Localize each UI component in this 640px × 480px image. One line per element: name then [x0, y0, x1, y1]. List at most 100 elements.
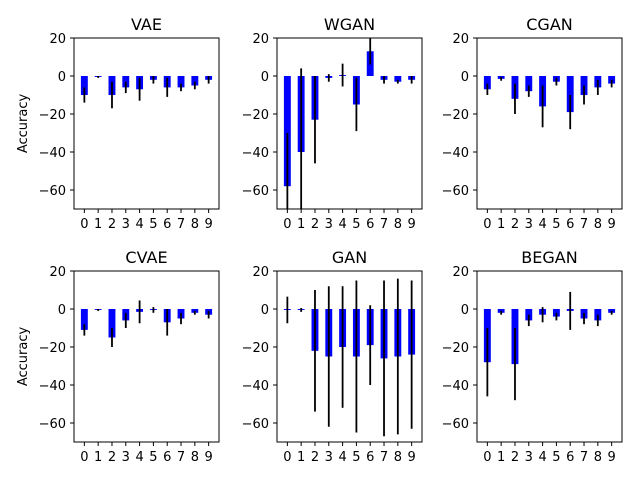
x-tick-label: 0: [283, 450, 291, 465]
x-tick-label: 5: [149, 450, 157, 465]
panel-title: GAN: [332, 248, 367, 267]
x-tick-label: 3: [525, 450, 533, 465]
x-tick-label: 7: [580, 450, 588, 465]
x-tick-label: 7: [177, 217, 185, 232]
bar: [80, 309, 88, 330]
x-tick-label: 7: [380, 450, 388, 465]
y-tick-label: 20: [49, 32, 66, 47]
axes-frame: [476, 270, 623, 443]
x-tick-label: 0: [483, 217, 491, 232]
x-tick-label: 1: [497, 217, 505, 232]
y-tick-label: 0: [261, 303, 269, 318]
y-tick-label: 20: [252, 265, 269, 280]
panel-title: WGAN: [324, 15, 375, 34]
panel-title: BEGAN: [521, 248, 577, 267]
x-tick-label: 2: [108, 450, 116, 465]
x-tick-label: 8: [394, 450, 402, 465]
y-tick-label: 0: [461, 70, 469, 85]
panel-wgan: WGAN 200−20−40−600 1 2 3 4 5 6 7 8 9: [242, 15, 423, 232]
y-tick-label: −40: [242, 379, 269, 394]
panel-vae: VAE Accuracy 200−20−40−600 1 2 3 4 5 6 7 8 9: [16, 15, 220, 232]
y-tick-label: −20: [39, 108, 66, 123]
y-tick-label: −60: [242, 184, 269, 199]
x-tick-label: 0: [80, 217, 88, 232]
x-tick-label: 1: [94, 450, 102, 465]
x-tick-label: 3: [325, 450, 333, 465]
bar: [283, 76, 291, 187]
x-tick-label: 2: [511, 450, 519, 465]
y-tick-label: −20: [242, 341, 269, 356]
x-tick-label: 9: [205, 450, 213, 465]
y-tick-label: −20: [39, 341, 66, 356]
y-tick-label: 20: [49, 265, 66, 280]
x-tick-label: 6: [163, 217, 171, 232]
x-tick-label: 1: [297, 450, 305, 465]
x-tick-label: 2: [108, 217, 116, 232]
x-tick-label: 0: [483, 450, 491, 465]
x-tick-label: 2: [511, 217, 519, 232]
x-tick-label: 5: [352, 217, 360, 232]
bar: [566, 76, 574, 113]
bar: [525, 76, 533, 92]
y-tick-label: −20: [442, 341, 469, 356]
y-tick-label: 20: [252, 32, 269, 47]
y-tick-label: 0: [58, 303, 66, 318]
x-tick-label: 0: [283, 217, 291, 232]
y-axis-label: Accuracy: [16, 94, 31, 154]
y-tick-label: 0: [461, 303, 469, 318]
y-tick-label: 20: [452, 265, 469, 280]
x-tick-label: 4: [135, 217, 143, 232]
y-tick-label: −40: [39, 379, 66, 394]
axes-frame: [73, 37, 220, 210]
y-tick-label: −60: [39, 417, 66, 432]
bar: [80, 76, 88, 95]
y-tick-label: −40: [242, 146, 269, 161]
panel-began: BEGAN 200−20−40−600 1 2 3 4 5 6 7 8 9: [442, 248, 623, 465]
panel-cvae: CVAE Accuracy 200−20−40−600 1 2 3 4 5 6 7 8 9: [16, 248, 220, 465]
x-tick-label: 7: [380, 217, 388, 232]
x-tick-label: 0: [80, 450, 88, 465]
panel-cgan: CGAN 200−20−40−600 1 2 3 4 5 6 7 8 9: [442, 15, 623, 232]
x-tick-label: 9: [608, 450, 616, 465]
x-tick-label: 4: [338, 450, 346, 465]
x-tick-label: 6: [566, 217, 574, 232]
x-tick-label: 3: [325, 217, 333, 232]
bar: [191, 76, 199, 86]
x-tick-label: 9: [408, 450, 416, 465]
x-tick-label: 6: [163, 450, 171, 465]
axes-frame: [276, 37, 423, 210]
bar: [108, 309, 116, 338]
x-tick-label: 5: [352, 450, 360, 465]
x-tick-label: 8: [191, 450, 199, 465]
bar: [394, 76, 402, 82]
y-tick-label: −60: [39, 184, 66, 199]
x-tick-label: 1: [497, 450, 505, 465]
panel-title: VAE: [131, 15, 162, 34]
x-tick-label: 9: [408, 217, 416, 232]
axes-frame: [476, 37, 623, 210]
y-tick-label: 0: [58, 70, 66, 85]
x-tick-label: 5: [552, 217, 560, 232]
x-tick-label: 8: [594, 217, 602, 232]
x-tick-label: 8: [594, 450, 602, 465]
x-tick-label: 3: [525, 217, 533, 232]
y-tick-label: −40: [39, 146, 66, 161]
y-axis-label: Accuracy: [16, 327, 31, 387]
x-tick-label: 8: [394, 217, 402, 232]
y-tick-label: −20: [242, 108, 269, 123]
x-tick-label: 3: [122, 450, 130, 465]
x-tick-label: 7: [177, 450, 185, 465]
bar: [177, 76, 185, 88]
x-tick-label: 6: [366, 450, 374, 465]
y-tick-label: −60: [442, 417, 469, 432]
x-tick-label: 9: [205, 217, 213, 232]
y-tick-label: −40: [442, 379, 469, 394]
x-tick-label: 2: [311, 217, 319, 232]
x-tick-label: 5: [149, 217, 157, 232]
panel-title: CGAN: [526, 15, 572, 34]
x-tick-label: 1: [94, 217, 102, 232]
axes-frame: [276, 270, 423, 443]
y-tick-label: −60: [242, 417, 269, 432]
y-tick-label: 20: [452, 32, 469, 47]
